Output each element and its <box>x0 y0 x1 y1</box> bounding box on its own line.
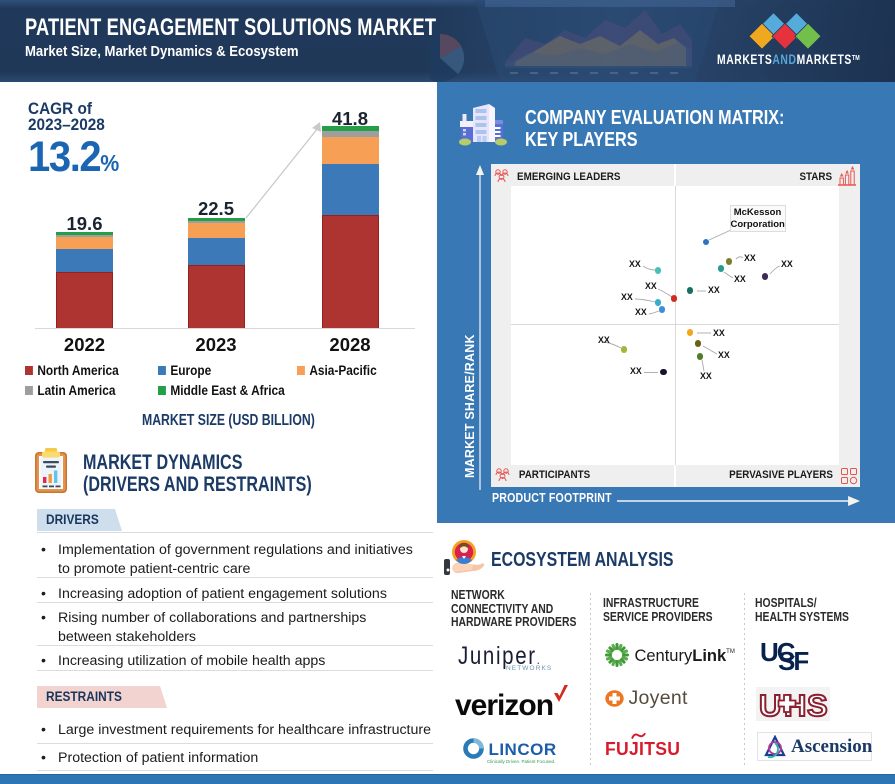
svg-text:S: S <box>807 688 828 721</box>
svg-text:U: U <box>759 688 781 721</box>
